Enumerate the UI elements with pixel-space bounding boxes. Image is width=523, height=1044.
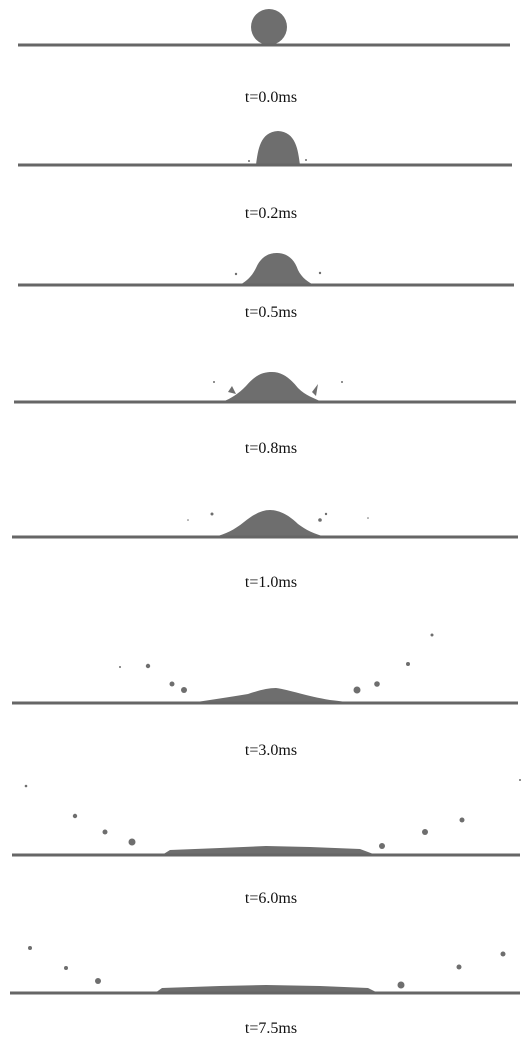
frame-label: t=0.2ms xyxy=(245,205,297,222)
droplet xyxy=(190,688,352,703)
splash xyxy=(318,518,322,522)
splash xyxy=(146,664,150,668)
frame-label: t=0.0ms xyxy=(245,89,297,106)
frame-label: t=0.5ms xyxy=(245,304,297,321)
splash xyxy=(325,513,327,515)
splash xyxy=(129,839,136,846)
splash xyxy=(235,273,237,275)
splash xyxy=(398,982,405,989)
droplet xyxy=(240,253,314,285)
splash xyxy=(187,519,189,521)
splash xyxy=(25,785,28,788)
droplet xyxy=(251,9,287,45)
droplet xyxy=(214,510,326,537)
splash xyxy=(73,814,77,818)
splash xyxy=(119,666,121,668)
splash xyxy=(457,965,462,970)
splash xyxy=(228,386,236,394)
droplet xyxy=(256,131,300,165)
splash xyxy=(379,843,385,849)
splash xyxy=(341,381,343,383)
figure: t=0.0ms t=0.2ms t=0.5ms t=0.8ms t=1.0ms … xyxy=(0,0,523,1044)
splash xyxy=(501,952,506,957)
splash xyxy=(103,830,108,835)
frame-label: t=1.0ms xyxy=(245,574,297,591)
splash xyxy=(312,384,318,396)
droplet xyxy=(222,372,322,402)
frame-label: t=3.0ms xyxy=(245,742,297,759)
splash xyxy=(305,159,307,161)
splash xyxy=(406,662,410,666)
splash xyxy=(64,966,68,970)
splash xyxy=(95,978,101,984)
splash xyxy=(422,829,428,835)
splash xyxy=(170,682,175,687)
splash xyxy=(519,779,521,781)
splash xyxy=(213,381,215,383)
splash xyxy=(181,687,187,693)
splash xyxy=(319,272,321,274)
frame-label: t=0.8ms xyxy=(245,440,297,457)
splash xyxy=(367,517,369,519)
splash xyxy=(211,513,214,516)
splash xyxy=(354,687,361,694)
splash xyxy=(374,681,380,687)
splash xyxy=(28,946,32,950)
frame-label: t=6.0ms xyxy=(245,890,297,907)
splash xyxy=(248,160,250,162)
splash xyxy=(431,634,434,637)
splash xyxy=(460,818,465,823)
frame-label: t=7.5ms xyxy=(245,1020,297,1037)
